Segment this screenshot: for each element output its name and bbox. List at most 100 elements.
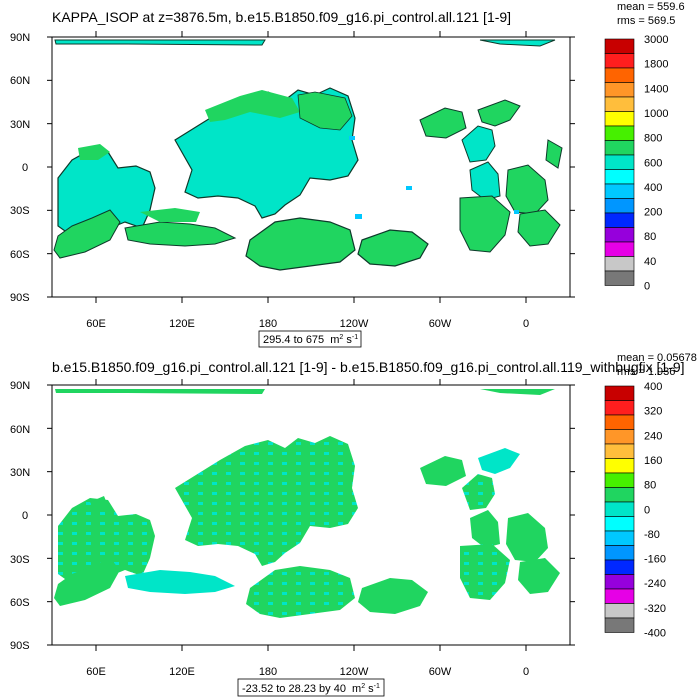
colorbar-swatch xyxy=(604,574,635,590)
colorbar-label: 320 xyxy=(644,406,662,418)
colorbar-label: 1400 xyxy=(644,83,668,95)
bottom-range-box: -23.52 to 28.23 by 40 m2 s-1 xyxy=(237,678,385,697)
colorbar-swatch xyxy=(604,256,635,272)
lon-label: 120W xyxy=(340,666,369,678)
colorbar-swatch xyxy=(604,38,635,54)
lat-label: 60N xyxy=(10,75,30,87)
colorbar-label: 80 xyxy=(644,231,656,243)
top-range: 295.4 to 675 xyxy=(263,334,324,346)
top-ticks xyxy=(47,31,575,303)
colorbar-label: 240 xyxy=(644,430,662,442)
bottom-lat-labels: 90N 60N 30N 0 30S 60S 90S xyxy=(10,380,30,652)
colorbar-label: 40 xyxy=(644,256,656,268)
bottom-title: b.e15.B1850.f09_g16.pi_control.all.121 [… xyxy=(52,359,685,375)
colorbar-label: -160 xyxy=(644,554,666,566)
lon-label: 120E xyxy=(169,318,195,330)
top-rms: rms = 569.5 xyxy=(617,15,675,27)
colorbar-swatch xyxy=(604,530,635,546)
colorbar-label: -400 xyxy=(644,628,666,640)
colorbar-label: -320 xyxy=(644,603,666,615)
bottom-lon-labels: 60E 120E 180 120W 60W 0 xyxy=(86,666,529,678)
colorbar-swatch xyxy=(604,198,635,214)
lon-label: 60E xyxy=(86,318,106,330)
colorbar-swatch xyxy=(604,588,635,604)
colorbar-swatch xyxy=(604,400,635,416)
top-units-exp2: -1 xyxy=(352,334,358,341)
top-lat-labels: 90N 60N 30N 0 30S 60S 90S xyxy=(10,32,30,304)
top-range-box: 295.4 to 675 m2 s-1 xyxy=(258,330,362,348)
lon-label: 0 xyxy=(523,666,529,678)
top-lon-labels: 60E 120E 180 120W 60W 0 xyxy=(86,318,529,330)
top-mean: mean = 559.6 xyxy=(617,1,685,13)
colorbar-swatch xyxy=(604,458,635,474)
lat-label: 60N xyxy=(10,424,30,436)
colorbar-swatch xyxy=(604,169,635,185)
bottom-mean: mean = 0.05678 xyxy=(617,352,697,364)
colorbar-swatch xyxy=(604,270,635,286)
colorbar-swatch xyxy=(604,414,635,430)
colorbar-label: 400 xyxy=(644,182,662,194)
colorbar-swatch xyxy=(604,443,635,459)
colorbar-label: -80 xyxy=(644,529,660,541)
colorbar-swatch xyxy=(604,603,635,619)
colorbar-swatch xyxy=(604,559,635,575)
colorbar-swatch xyxy=(604,241,635,257)
colorbar-swatch xyxy=(604,429,635,445)
colorbar-swatch xyxy=(604,472,635,488)
lon-label: 120W xyxy=(340,318,369,330)
colorbar-swatch xyxy=(604,125,635,141)
colorbar-swatch xyxy=(604,111,635,127)
colorbar-swatch xyxy=(604,516,635,532)
lat-label: 0 xyxy=(22,510,28,522)
colorbar-label: 160 xyxy=(644,455,662,467)
colorbar-label: 80 xyxy=(644,480,656,492)
lon-label: 60W xyxy=(429,318,452,330)
colorbar-label: 1000 xyxy=(644,108,668,120)
top-map xyxy=(47,31,575,303)
lon-label: 0 xyxy=(523,318,529,330)
svg-text:295.4 to 675 m2 s-1: 295.4 to 675 m2 s-1 xyxy=(263,334,358,346)
lat-label: 60S xyxy=(10,597,30,609)
top-units: m xyxy=(330,334,339,346)
colorbar-label: 0 xyxy=(644,504,650,516)
colorbar-swatch xyxy=(604,82,635,98)
colorbar-swatch xyxy=(604,183,635,199)
lon-label: 60W xyxy=(429,666,452,678)
colorbar-label: 200 xyxy=(644,207,662,219)
colorbar-swatch xyxy=(604,501,635,517)
lat-label: 90N xyxy=(10,380,30,392)
lon-label: 180 xyxy=(259,318,277,330)
top-panel: KAPPA_ISOP at z=3876.5m, b.e15.B1850.f09… xyxy=(10,1,685,348)
lat-label: 90N xyxy=(10,32,30,44)
svg-text:-23.52 to 28.23 by 40: -23.52 to 28.23 by 40 m2 s-1 xyxy=(242,683,380,695)
top-land xyxy=(53,39,563,271)
colorbar-label: 600 xyxy=(644,157,662,169)
colorbar-swatch xyxy=(604,617,635,633)
lat-label: 30S xyxy=(10,554,30,566)
colorbar-label: 800 xyxy=(644,133,662,145)
bottom-units-mid: s xyxy=(365,683,374,695)
top-title: KAPPA_ISOP at z=3876.5m, b.e15.B1850.f09… xyxy=(52,9,511,25)
colorbar-swatch xyxy=(604,67,635,83)
lon-label: 180 xyxy=(259,666,277,678)
lat-label: 90S xyxy=(10,640,30,652)
bottom-units-exp1: 2 xyxy=(361,683,365,690)
bottom-panel: b.e15.B1850.f09_g16.pi_control.all.121 [… xyxy=(10,352,697,697)
colorbar-label: 1800 xyxy=(644,59,668,71)
lat-label: 30N xyxy=(10,467,30,479)
colorbar-label: 3000 xyxy=(644,34,668,46)
colorbar-swatch xyxy=(604,154,635,170)
colorbar-swatch xyxy=(604,227,635,243)
colorbar-label: -240 xyxy=(644,578,666,590)
lat-label: 30S xyxy=(10,205,30,217)
lat-label: 60S xyxy=(10,249,30,261)
top-units-exp1: 2 xyxy=(339,334,343,341)
bottom-map xyxy=(47,379,575,651)
bottom-colorbar: 400 320 240 160 80 0 -80 -160 -240 -320 -400 xyxy=(604,381,666,640)
bottom-land xyxy=(54,389,560,618)
bottom-range: -23.52 to 28.23 by 40 xyxy=(242,683,346,695)
lat-label: 30N xyxy=(10,119,30,131)
lat-label: 90S xyxy=(10,292,30,304)
